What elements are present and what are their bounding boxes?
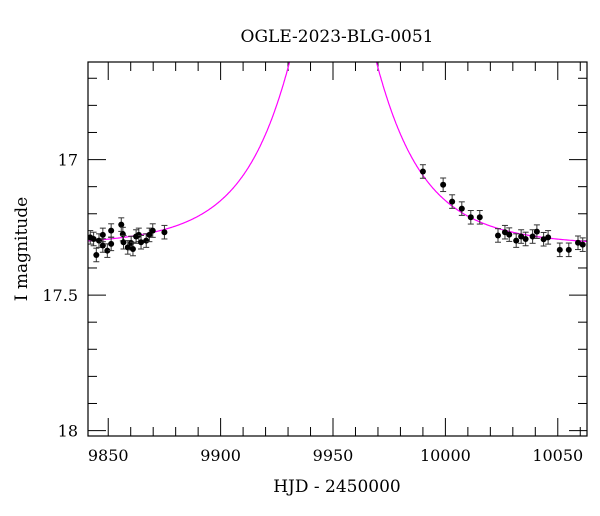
x-tick-label: 10000 (420, 446, 471, 465)
point-marker (467, 214, 474, 221)
point-marker (93, 251, 100, 258)
point-marker (135, 231, 142, 238)
data-point (513, 233, 520, 248)
x-tick-label: 9900 (200, 446, 241, 465)
point-marker (494, 232, 501, 239)
point-marker (575, 239, 582, 246)
point-marker (104, 247, 111, 254)
data-point (108, 223, 115, 238)
data-point (476, 210, 483, 225)
y-tick-label: 17.5 (42, 286, 78, 305)
x-tick-label: 9950 (313, 446, 354, 465)
data-point (118, 217, 125, 232)
point-marker (540, 236, 547, 243)
data-point (575, 235, 582, 251)
point-marker (565, 246, 572, 253)
point-marker (90, 235, 97, 242)
data-point (556, 242, 563, 258)
point-marker (124, 244, 131, 251)
point-marker (513, 237, 520, 244)
point-marker (119, 231, 126, 238)
point-marker (143, 237, 150, 244)
point-marker (518, 233, 525, 240)
point-marker (129, 246, 136, 252)
data-point (124, 240, 131, 255)
data-point (440, 177, 447, 193)
data-point (494, 228, 501, 243)
data-point (540, 231, 547, 247)
point-marker (579, 241, 586, 248)
point-marker (476, 214, 483, 221)
data-point (138, 234, 145, 250)
point-marker (161, 229, 168, 236)
data-point (161, 224, 168, 240)
data-point (458, 201, 465, 216)
y-tick-label: 17 (58, 151, 78, 170)
data-point (506, 227, 513, 242)
point-marker (545, 234, 552, 241)
point-marker (419, 168, 426, 175)
point-marker (99, 231, 106, 238)
point-marker (146, 231, 153, 238)
data-point (579, 237, 586, 252)
point-marker (522, 235, 529, 242)
point-marker (556, 246, 563, 253)
data-point (518, 229, 525, 244)
point-marker (118, 221, 125, 228)
y-axis-label: I magnitude (12, 197, 32, 301)
axis-ticks (88, 62, 587, 436)
data-point (467, 210, 474, 225)
data-point (119, 226, 126, 242)
data-point (545, 230, 552, 245)
data-point (93, 247, 100, 263)
data-point (149, 223, 156, 238)
data-point (129, 241, 136, 257)
data-point (104, 243, 111, 258)
point-marker (108, 240, 115, 247)
chart-title: OGLE-2023-BLG-0051 (241, 27, 434, 47)
tick-labels: 9850 9900 9950 10000 10050 17 17.5 18 (42, 151, 583, 465)
point-marker (449, 198, 456, 205)
point-marker (138, 239, 145, 246)
point-marker (108, 227, 115, 234)
data-point (533, 224, 540, 239)
point-marker (533, 228, 540, 235)
x-axis-label: HJD - 2450000 (273, 477, 401, 497)
point-marker (506, 231, 513, 238)
point-marker (440, 181, 447, 188)
data-point (419, 164, 426, 179)
data-point (108, 236, 115, 252)
plot-frame (87, 61, 588, 437)
x-tick-label: 9850 (88, 446, 129, 465)
data-point (90, 231, 97, 247)
data-point (565, 242, 572, 258)
point-marker (458, 205, 465, 212)
data-points (88, 164, 586, 263)
data-point (522, 231, 529, 247)
x-tick-label: 10050 (532, 446, 583, 465)
y-tick-label: 18 (58, 422, 78, 441)
point-marker (149, 227, 156, 234)
data-point (449, 194, 456, 209)
